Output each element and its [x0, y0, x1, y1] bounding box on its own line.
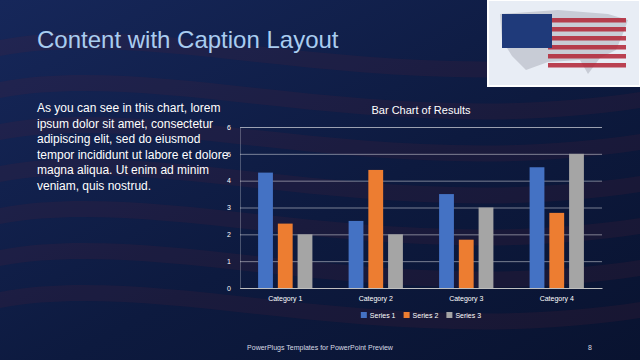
y-tick-label: 4 [227, 177, 231, 184]
y-tick-label: 6 [227, 124, 231, 131]
legend-label: Series 3 [455, 312, 481, 319]
y-tick-label: 3 [227, 204, 231, 211]
legend-swatch [404, 312, 410, 318]
legend-swatch [446, 312, 452, 318]
bar [278, 224, 293, 288]
map-canton [502, 14, 552, 48]
caption: As you can see in this chart, loremipsum… [37, 101, 229, 193]
x-tick-label: Category 4 [540, 295, 574, 303]
y-tick-label: 0 [227, 285, 231, 292]
grid-line [240, 234, 602, 235]
map-shape [500, 10, 628, 74]
x-tick: Category 4 [540, 288, 574, 303]
bar [349, 221, 364, 288]
chart-title: Bar Chart of Results [371, 104, 471, 116]
bar-series [258, 167, 544, 288]
y-tick-label: 1 [227, 258, 231, 265]
bar [298, 234, 313, 288]
y-axis-line [241, 128, 603, 289]
bar [258, 173, 273, 288]
grid-line [240, 127, 602, 128]
y-tick: 5 [227, 151, 602, 158]
page-number: 8 [588, 344, 592, 351]
flag-stripe [0, 285, 640, 329]
x-tick: Category 1 [268, 288, 302, 303]
y-tick: 3 [227, 204, 602, 211]
x-tick-label: Category 1 [268, 295, 302, 303]
slide-title: Content with Caption Layout [37, 26, 339, 53]
x-tick: Category 3 [449, 288, 483, 303]
bar-series [278, 170, 564, 288]
grid-line [240, 261, 602, 262]
grid-line [240, 181, 602, 182]
x-axis-line [241, 288, 603, 289]
bar [479, 208, 494, 289]
legend-item: Series 2 [404, 312, 439, 319]
legend-label: Series 2 [413, 312, 439, 319]
x-tick-label: Category 2 [359, 295, 393, 303]
y-tick: 4 [227, 177, 602, 184]
legend: Series 1 Series 2 Series 3 [361, 312, 481, 319]
x-tick-label: Category 3 [449, 295, 483, 303]
bar [439, 194, 454, 288]
map-stripe [548, 36, 626, 41]
footer: PowerPlugs Templates for PowerPoint Prev… [247, 344, 394, 352]
flag-stripe [0, 117, 640, 161]
us-map [500, 10, 628, 74]
map-stripe [548, 63, 626, 68]
bar-series [298, 154, 584, 288]
bar [530, 167, 545, 288]
y-tick-label: 5 [227, 151, 231, 158]
bar [388, 234, 403, 288]
grid-line [240, 208, 602, 209]
bar [549, 213, 564, 288]
bar [569, 154, 584, 288]
bar [459, 240, 474, 288]
y-tick-label: 2 [227, 231, 231, 238]
grid-line [240, 288, 602, 289]
legend-item: Series 1 [361, 312, 396, 319]
corner-picture [488, 0, 640, 86]
map-stripe [548, 45, 626, 50]
background [0, 0, 640, 360]
y-tick: 6 [227, 124, 602, 131]
slide: Content with Caption Layout As you can se… [0, 0, 640, 360]
x-tick: Category 2 [359, 288, 393, 303]
grid-line [240, 154, 602, 155]
bar [368, 170, 383, 288]
map-stripe [548, 27, 626, 32]
bars [258, 154, 584, 288]
legend-label: Series 1 [370, 312, 396, 319]
y-axis: 0 1 2 3 4 5 6 [227, 124, 602, 292]
legend-swatch [361, 312, 367, 318]
map-stripe [548, 18, 626, 23]
x-axis: Category 1 Category 2 Category 3 Category 4 [241, 288, 603, 303]
picture-frame [488, 0, 640, 86]
legend-item: Series 3 [446, 312, 481, 319]
map-stripe [548, 54, 626, 59]
